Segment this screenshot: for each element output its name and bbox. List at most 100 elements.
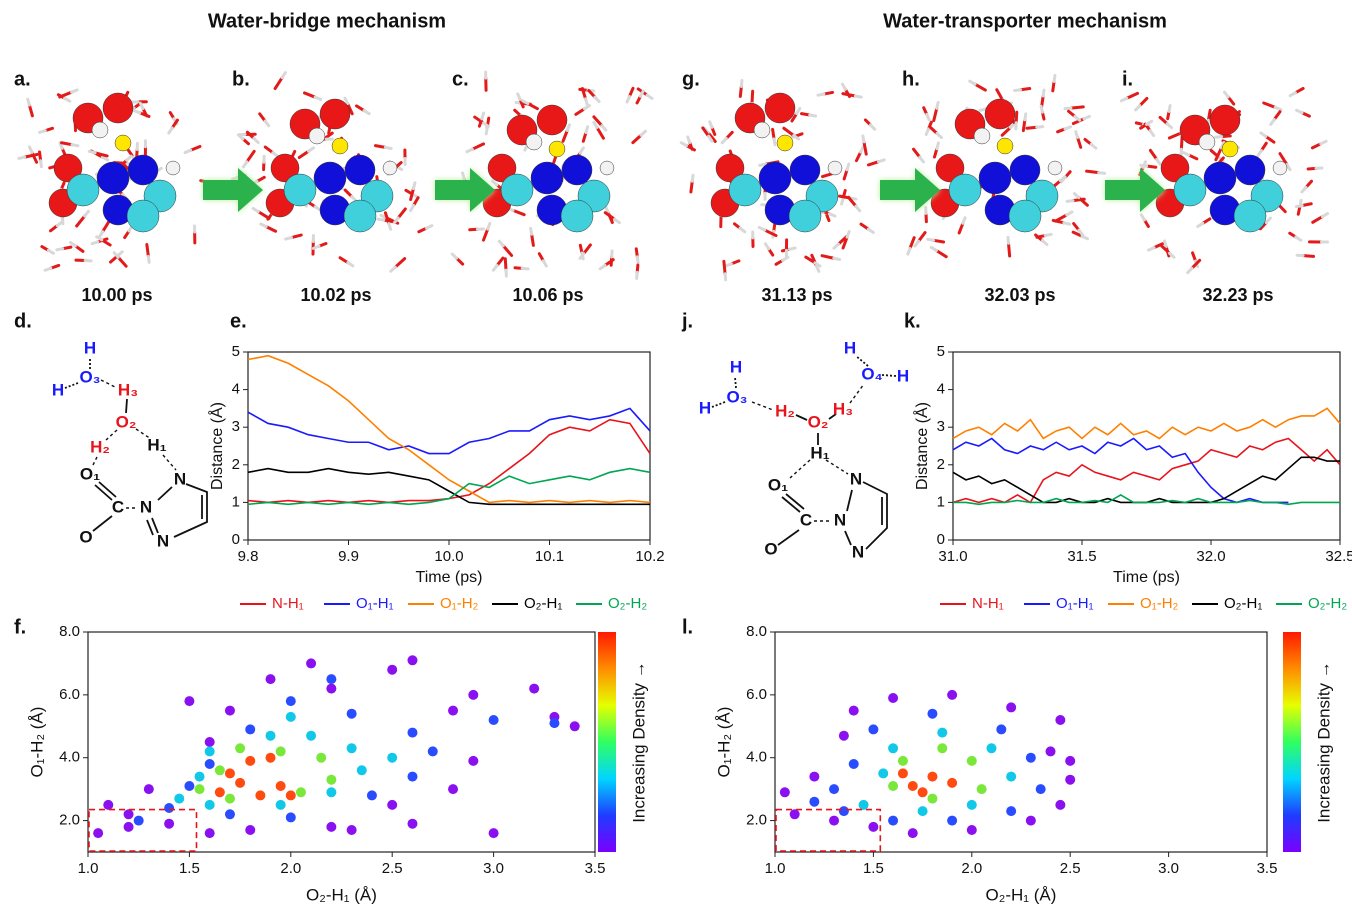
atom-label: H xyxy=(699,398,711,417)
water-stick xyxy=(1152,242,1165,250)
y-tick-label: 8.0 xyxy=(746,623,767,640)
scatter-point xyxy=(1055,715,1066,725)
timestamp: 10.02 ps xyxy=(300,285,371,305)
water-stick xyxy=(763,242,771,251)
atom xyxy=(1233,199,1267,233)
water-stick xyxy=(934,249,948,259)
x-tick-label: 3.5 xyxy=(1257,860,1278,877)
water-stick xyxy=(580,87,588,101)
y-tick-label: 4.0 xyxy=(59,749,80,766)
atom xyxy=(776,134,794,152)
series-line xyxy=(953,493,1340,506)
water-stick xyxy=(1264,216,1272,224)
water-stick xyxy=(565,123,571,132)
scatter-point xyxy=(976,784,987,795)
water-stick xyxy=(861,134,866,144)
water-stick xyxy=(1000,126,1012,137)
water-stick xyxy=(346,102,354,116)
water-stick xyxy=(708,120,714,129)
atom xyxy=(530,161,564,195)
y-tick-label: 4 xyxy=(232,381,240,398)
atom xyxy=(728,173,762,207)
water-stick xyxy=(866,227,875,235)
ring xyxy=(173,483,208,538)
water-stick xyxy=(1063,106,1073,111)
scatter-point xyxy=(1025,752,1036,763)
plot-frame xyxy=(87,631,596,853)
water-stick xyxy=(935,131,943,140)
water-stick xyxy=(481,121,490,128)
scatter-point xyxy=(224,705,235,716)
water-stick xyxy=(845,162,851,172)
colorbar xyxy=(1283,632,1301,852)
scatter-point xyxy=(204,799,215,810)
atom xyxy=(127,154,159,186)
y-axis-label: O₁-H₂ (Å) xyxy=(27,707,46,778)
water-stick xyxy=(1013,88,1023,93)
atom xyxy=(984,98,1016,130)
scatter-point xyxy=(858,799,869,810)
bond xyxy=(828,413,837,420)
water-stick xyxy=(541,259,548,268)
scatter-point xyxy=(569,721,580,732)
scatter-point xyxy=(468,689,479,700)
water-stick xyxy=(1077,228,1085,237)
water-stick xyxy=(424,224,434,230)
atom-label: H₁ xyxy=(147,435,166,454)
water-stick xyxy=(978,107,988,112)
water-stick xyxy=(1058,175,1067,183)
atom-label: H xyxy=(844,338,856,357)
water-stick xyxy=(1148,129,1156,137)
water-stick xyxy=(252,136,260,145)
water-stick xyxy=(350,195,358,203)
water-stick xyxy=(263,119,271,128)
bond xyxy=(785,493,805,510)
structure-d: H H O₃ H₃ O₂ H₂ H₁ O₁ N C N O N xyxy=(52,338,208,550)
water-stick xyxy=(604,205,610,215)
water-stick xyxy=(1181,151,1191,157)
atom xyxy=(1009,154,1041,186)
legend-label: O₁-H₁ xyxy=(1056,595,1094,612)
water-stick xyxy=(101,219,111,234)
scatter-point xyxy=(779,787,790,798)
scatter-point xyxy=(184,696,195,707)
water-stick xyxy=(376,217,386,222)
atom xyxy=(1221,140,1239,158)
scatter-point xyxy=(468,755,479,766)
atom-label: C xyxy=(112,497,124,516)
scatter-point xyxy=(897,768,908,779)
legend-label: O₁-H₂ xyxy=(440,595,479,612)
y-tick-label: 3 xyxy=(232,418,240,435)
scatter-point xyxy=(194,784,205,795)
atom-label: N xyxy=(852,542,864,561)
scatter-point xyxy=(265,752,276,763)
water-stick xyxy=(343,188,354,199)
atom xyxy=(114,134,132,152)
water-stick xyxy=(100,238,112,247)
water-stick xyxy=(841,235,849,250)
water-stick xyxy=(679,141,689,148)
scatter-point xyxy=(878,768,889,779)
panel-label: h. xyxy=(902,68,920,90)
scatter-point xyxy=(917,806,928,817)
atom-label: N xyxy=(140,497,152,516)
water-stick xyxy=(450,252,459,260)
chart: 31.0 31.5 32.0 32.5 0 1 2 3 4 5 Time (ps) Distance … xyxy=(912,343,1352,612)
water-stick xyxy=(516,92,522,101)
water-stick xyxy=(841,92,857,98)
water-stick xyxy=(1082,114,1091,121)
x-tick-label: 2.0 xyxy=(961,860,982,877)
scatter-point xyxy=(346,743,357,754)
water-stick xyxy=(1219,141,1226,150)
water-stick xyxy=(280,71,287,80)
water-stick xyxy=(1063,125,1073,131)
scatter-point xyxy=(868,724,879,735)
water-stick xyxy=(373,144,387,149)
scatter-point xyxy=(387,799,398,810)
water-stick xyxy=(529,226,534,236)
water-stick xyxy=(486,221,492,231)
atom-label: H₂ xyxy=(775,401,795,420)
scatter-point xyxy=(888,815,899,826)
water-stick xyxy=(738,84,743,98)
y-tick-label: 4.0 xyxy=(746,749,767,766)
